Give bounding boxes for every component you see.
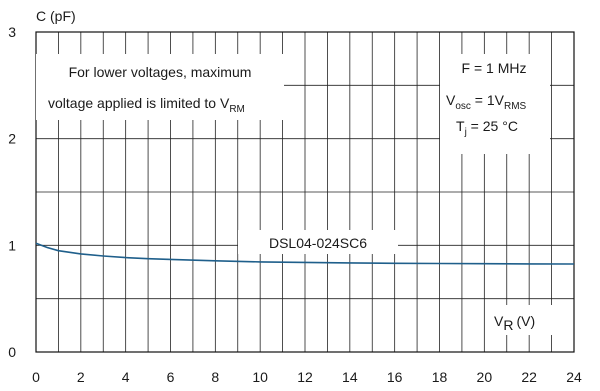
series-label: DSL04-024SC6 [269, 235, 367, 251]
x-axis-label: VR (V) [494, 313, 535, 333]
tj-label: Tj = 25 °C [456, 118, 518, 138]
series-label-box [238, 230, 398, 254]
note-line-1: For lower voltages, maximum [69, 64, 252, 80]
x-tick-label: 4 [122, 369, 130, 385]
y-tick-label: 2 [8, 131, 16, 147]
y-tick-label: 1 [8, 237, 16, 253]
x-tick-label: 8 [211, 369, 219, 385]
axes [35, 31, 575, 353]
x-tick-label: 18 [432, 369, 448, 385]
y-tick-label: 3 [8, 24, 16, 40]
x-tick-label: 10 [252, 369, 268, 385]
x-tick-label: 12 [297, 369, 313, 385]
x-axis-label-box [486, 305, 556, 335]
x-tick-label: 0 [32, 369, 40, 385]
x-tick-label: 6 [167, 369, 175, 385]
series-line [35, 242, 575, 265]
frequency-label: F = 1 MHz [462, 60, 527, 76]
x-tick-label: 2 [77, 369, 85, 385]
note-line-2: voltage applied is limited to VRM [48, 95, 245, 115]
vosc-label: Vosc = 1VRMS [446, 92, 527, 112]
x-tick-label: 20 [477, 369, 493, 385]
note-box [36, 54, 284, 120]
conditions-box [440, 54, 550, 154]
y-tick-label: 0 [8, 344, 16, 360]
x-tick-label: 14 [342, 369, 358, 385]
plot-frame [35, 31, 575, 353]
x-tick-label: 24 [566, 369, 582, 385]
series-layer [35, 242, 575, 265]
x-tick-label: 22 [521, 369, 537, 385]
x-tick-label: 16 [387, 369, 403, 385]
y-axis-label: C (pF) [36, 8, 76, 24]
